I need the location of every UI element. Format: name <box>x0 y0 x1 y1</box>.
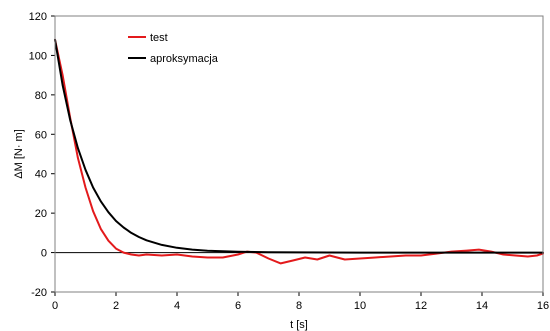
series-line-aproksymacja <box>54 38 544 254</box>
x-tick-label: 4 <box>174 300 180 312</box>
y-tick-label: 120 <box>29 11 47 23</box>
plot-area-frame <box>54 15 544 293</box>
legend: test aproksymacja <box>128 32 219 65</box>
legend-label-aproksymacja: aproksymacja <box>150 53 219 65</box>
x-tick-label: 8 <box>296 300 302 312</box>
y-tick-label: 20 <box>35 208 47 220</box>
y-tick-label: 40 <box>35 169 47 181</box>
x-tick-label: 2 <box>113 300 119 312</box>
series-line-test <box>54 38 544 265</box>
y-tick-label: 60 <box>35 129 47 141</box>
y-axis-label: ΔM [N· m] <box>13 129 25 179</box>
x-tick-label: 10 <box>354 300 366 312</box>
x-tick-label: 6 <box>235 300 241 312</box>
y-tick-label: 80 <box>35 90 47 102</box>
y-ticks: 120 100 80 60 40 20 0 -20 <box>29 11 55 299</box>
y-tick-label: -20 <box>31 287 47 299</box>
legend-label-test: test <box>150 32 168 44</box>
x-tick-label: 16 <box>537 300 549 312</box>
x-tick-label: 14 <box>476 300 488 312</box>
y-tick-label: 100 <box>29 50 47 62</box>
x-axis-label: t [s] <box>290 319 308 331</box>
x-tick-label: 0 <box>52 300 58 312</box>
x-tick-label: 12 <box>415 300 427 312</box>
series-lines <box>54 38 544 265</box>
y-tick-label: 0 <box>41 248 47 260</box>
x-ticks: 0 2 4 6 8 10 12 14 16 <box>52 292 549 312</box>
